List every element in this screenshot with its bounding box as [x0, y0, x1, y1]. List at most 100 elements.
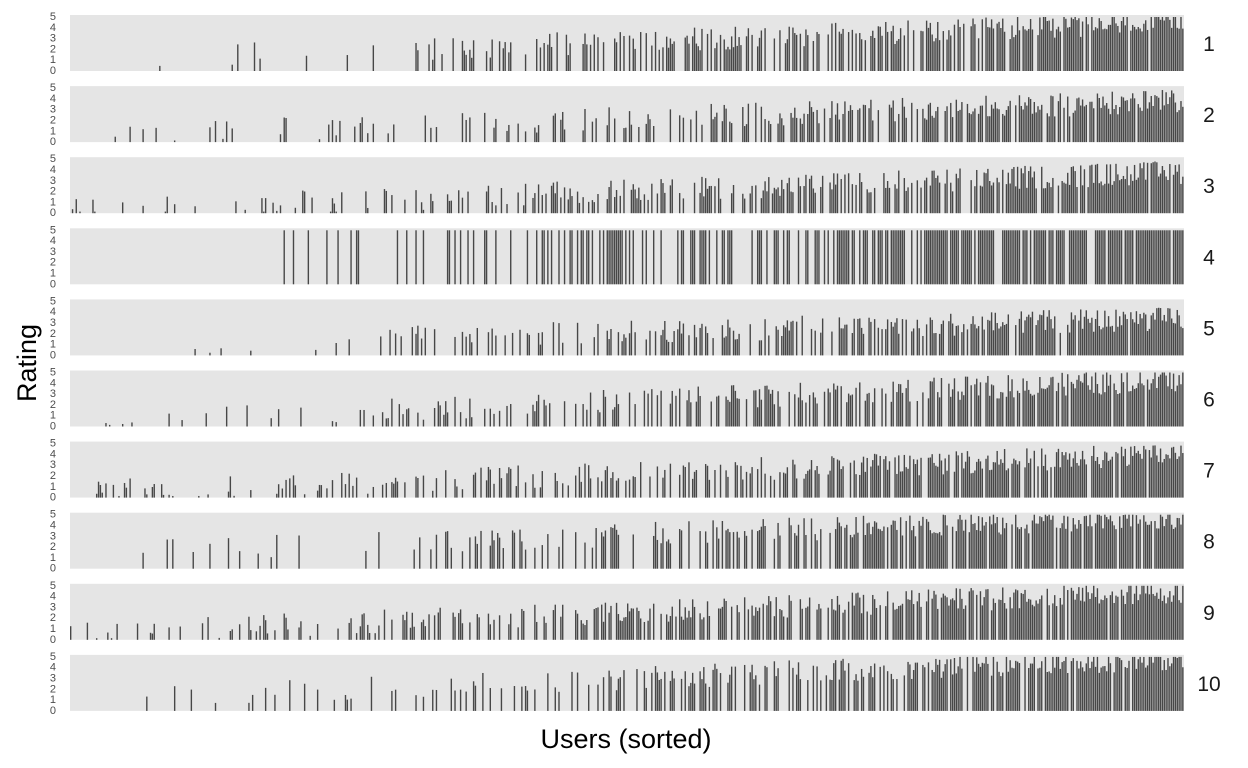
bar [452, 38, 454, 71]
bar [805, 29, 807, 71]
bar [649, 330, 651, 356]
bar [708, 479, 711, 498]
bar [688, 462, 690, 498]
bar [1031, 177, 1034, 214]
bar [1007, 172, 1010, 214]
bar [1135, 311, 1138, 356]
bar [378, 625, 380, 640]
bar [348, 473, 350, 498]
bar [730, 36, 733, 71]
bar [498, 410, 501, 427]
bar [485, 480, 488, 498]
bar [968, 230, 971, 285]
bar [899, 384, 902, 427]
bar [957, 455, 959, 498]
bar [892, 602, 894, 640]
bar [1133, 26, 1136, 71]
bar [1087, 526, 1089, 569]
bar [1063, 182, 1065, 214]
bar [307, 230, 310, 285]
bar [929, 102, 932, 143]
bar [402, 414, 404, 427]
y-axis-title: Rating [12, 324, 42, 402]
bar [129, 478, 131, 498]
facet-label: 4 [1203, 246, 1215, 269]
bar [1098, 672, 1100, 711]
bar [873, 37, 876, 71]
bar [1072, 319, 1074, 356]
bar [703, 230, 705, 285]
bar [766, 605, 768, 640]
bar [697, 386, 699, 427]
bar [959, 656, 961, 711]
bar [528, 334, 530, 356]
bar [712, 669, 714, 711]
bar [1083, 459, 1086, 498]
bar [1148, 524, 1151, 569]
bar [667, 621, 670, 640]
bar [976, 378, 978, 427]
bar [459, 230, 462, 285]
bar [1113, 672, 1115, 711]
bar [1109, 326, 1112, 356]
bar [510, 468, 512, 498]
bar [610, 478, 612, 498]
bar [1100, 21, 1102, 71]
bar [894, 609, 896, 640]
bar [558, 230, 560, 285]
y-tick-label: 5 [50, 295, 56, 307]
bar [710, 103, 712, 143]
bar [946, 597, 948, 640]
bar [820, 529, 822, 569]
bar [1054, 466, 1056, 498]
bar [866, 523, 868, 569]
bar [647, 393, 649, 427]
bar [227, 491, 230, 498]
bar [391, 619, 393, 640]
bar [831, 456, 833, 498]
bar [974, 671, 976, 711]
bar [890, 230, 893, 285]
bar [1119, 657, 1121, 711]
bar [517, 627, 519, 640]
bar [1165, 375, 1167, 427]
bar [480, 467, 482, 498]
bar [1070, 531, 1073, 569]
bar [977, 38, 980, 71]
bar [886, 31, 889, 71]
bar [925, 177, 928, 214]
bar [1172, 322, 1175, 356]
bar [1161, 320, 1164, 356]
bar [886, 230, 889, 285]
bar [411, 612, 414, 640]
bar [847, 393, 850, 427]
bar [922, 516, 924, 569]
bar [1076, 98, 1078, 143]
bar [729, 532, 731, 569]
bar [821, 318, 824, 356]
bar [1158, 17, 1160, 71]
bar [617, 404, 620, 427]
bar [963, 324, 965, 356]
bar [877, 327, 880, 356]
bar [1161, 372, 1164, 427]
bar [1050, 95, 1052, 143]
bar [691, 599, 694, 640]
bar [461, 113, 464, 143]
bar [905, 117, 907, 143]
bar [489, 57, 491, 71]
bar [1172, 373, 1175, 427]
bar [1091, 455, 1093, 498]
bar [649, 476, 651, 498]
bar [1109, 595, 1112, 640]
bar [953, 600, 956, 640]
bar [266, 633, 269, 640]
bar [159, 65, 161, 71]
bar [454, 616, 456, 640]
bar [517, 123, 519, 143]
bar [372, 45, 375, 71]
bar [534, 193, 536, 214]
bar [508, 624, 510, 640]
bar [1098, 464, 1100, 498]
bar [558, 323, 560, 356]
